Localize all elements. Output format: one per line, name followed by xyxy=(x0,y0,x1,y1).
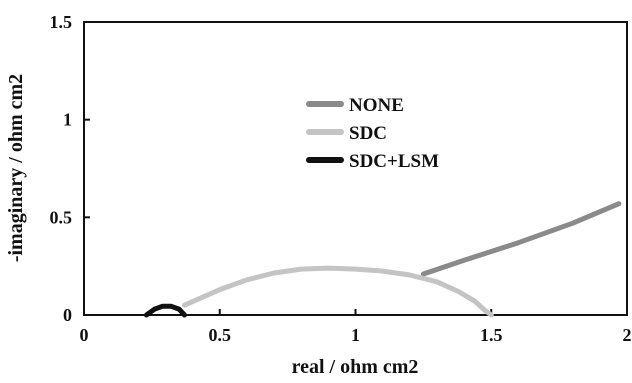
x-tick-label: 2 xyxy=(623,325,632,345)
y-tick-label: 0.5 xyxy=(50,207,73,227)
series-line-sdc-lsm xyxy=(143,303,187,318)
series-line-sdc xyxy=(182,265,494,318)
x-tick-label: 0.5 xyxy=(209,325,232,345)
y-axis-label: -imaginary / ohm cm2 xyxy=(5,74,27,262)
legend-label-none: NONE xyxy=(349,95,404,116)
legend-label-sdc: SDC xyxy=(349,123,387,144)
y-tick-label: 1 xyxy=(63,110,72,130)
y-tick-label: 1.5 xyxy=(50,12,73,32)
x-tick-label: 1 xyxy=(351,325,360,345)
y-tick-label: 0 xyxy=(63,305,72,325)
x-tick-label: 1.5 xyxy=(480,325,503,345)
legend-label-sdc-lsm: SDC+LSM xyxy=(349,151,439,172)
series-line-none xyxy=(420,201,622,277)
x-tick-label: 0 xyxy=(80,325,89,345)
x-axis-label: real / ohm cm2 xyxy=(292,356,419,378)
